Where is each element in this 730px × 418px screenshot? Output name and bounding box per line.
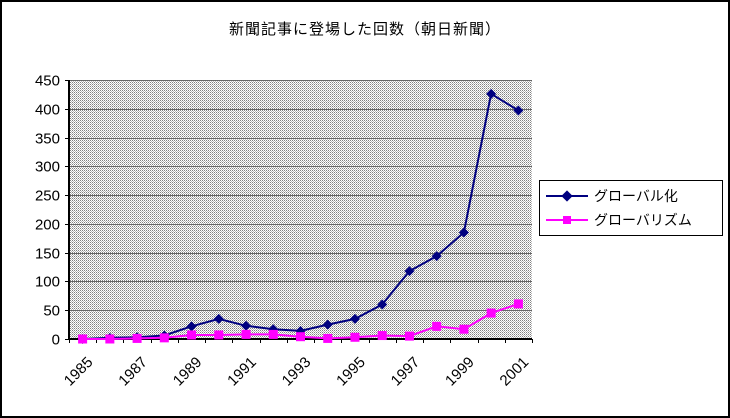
square-data-point [459, 324, 469, 334]
diamond-data-point [213, 313, 224, 324]
square-marker-icon [563, 216, 571, 224]
x-axis-label: 1995 [333, 354, 369, 390]
square-data-point [323, 333, 333, 343]
y-axis-label: 0 [52, 332, 60, 349]
square-data-point [214, 330, 224, 340]
diamond-data-point [241, 320, 252, 331]
y-axis-label: 300 [35, 159, 60, 176]
x-axis-label: 2001 [497, 354, 533, 390]
diamond-data-point [377, 299, 388, 310]
y-axis-label: 100 [35, 274, 60, 291]
square-data-point [486, 308, 496, 318]
x-axis-labels: 1985 1987 1989 1991 1993 1995 1997 1999 2001 [61, 354, 532, 390]
plot-area [69, 80, 532, 339]
square-data-point [132, 333, 142, 343]
square-data-point [159, 333, 169, 343]
square-data-point [78, 334, 88, 344]
x-axis-label: 1991 [224, 354, 260, 390]
x-axis-label: 1985 [61, 354, 97, 390]
square-data-point [241, 329, 251, 339]
legend-label-globalization: グローバル化 [594, 188, 678, 204]
x-axis-label: 1989 [170, 354, 206, 390]
diamond-data-point [431, 251, 442, 262]
x-axis-ticks [69, 339, 533, 343]
y-axis-label: 150 [35, 246, 60, 263]
legend: グローバル化 グローバリズム [539, 180, 723, 236]
square-data-point [187, 330, 197, 340]
series-globalism [78, 299, 523, 344]
y-axis-label: 200 [35, 217, 60, 234]
y-axis-labels: 0 50 100 150 200 250 300 350 400 450 [35, 73, 60, 349]
diamond-data-point [186, 321, 197, 332]
y-axis-label: 350 [35, 131, 60, 148]
square-data-point [350, 332, 360, 342]
diamond-data-point [322, 319, 333, 330]
y-axis-label: 50 [43, 303, 60, 320]
diamond-marker-icon [561, 190, 573, 202]
legend-label-globalism: グローバリズム [594, 212, 692, 228]
square-data-point [296, 332, 305, 342]
square-data-point [432, 321, 442, 331]
x-axis-label: 1987 [115, 354, 151, 390]
square-data-point [513, 299, 523, 309]
legend-item-globalization: グローバル化 [546, 186, 716, 206]
legend-item-globalism: グローバリズム [546, 210, 716, 230]
diamond-data-point [458, 227, 469, 238]
square-data-point [377, 331, 387, 341]
y-axis-label: 400 [35, 102, 60, 119]
diamond-data-point [404, 266, 415, 277]
y-axis-label: 250 [35, 188, 60, 205]
square-data-point [404, 331, 414, 341]
legend-swatch-globalization [546, 190, 588, 202]
diamond-data-point [486, 88, 497, 99]
chart-title: 新聞記事に登場した回数（朝日新聞） [228, 21, 501, 38]
diamond-data-point [349, 313, 360, 324]
y-axis-label: 450 [35, 73, 60, 90]
x-axis-label: 1999 [442, 354, 478, 390]
diamond-data-point [513, 105, 524, 116]
x-axis-label: 1993 [279, 354, 315, 390]
legend-swatch-globalism [546, 214, 588, 226]
x-axis-label: 1997 [388, 354, 424, 390]
square-data-point [268, 329, 278, 339]
gridlines [69, 80, 532, 311]
square-data-point [105, 334, 115, 344]
